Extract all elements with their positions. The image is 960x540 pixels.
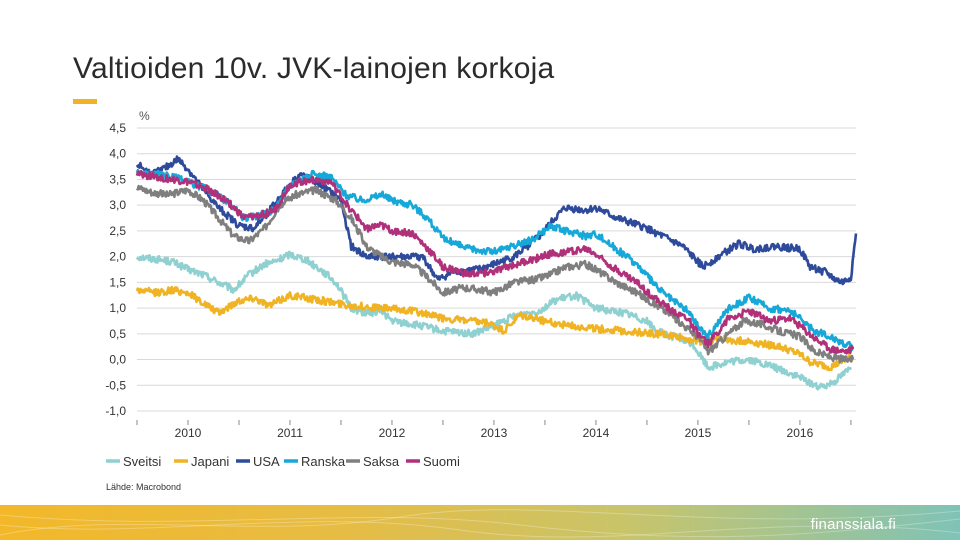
y-tick-label: 3,0 bbox=[109, 198, 126, 212]
legend-label: Japani bbox=[191, 454, 229, 469]
x-axis: 2010 2011 2012 2013 2014 2015 2016 bbox=[136, 420, 852, 440]
y-tick-label: 2,0 bbox=[109, 250, 126, 264]
y-tick-label: 3,5 bbox=[109, 172, 126, 186]
y-tick-label: 4,5 bbox=[109, 121, 126, 135]
x-tick-label: 2012 bbox=[379, 426, 406, 440]
y-axis: 4,5 4,0 3,5 3,0 2,5 2,0 1,5 1,0 0,5 0,0 -0,5 -1,0 bbox=[105, 121, 126, 418]
legend: Sveitsi Japani USA Ranska Saksa Suomi bbox=[106, 454, 460, 469]
y-tick-label: 0,5 bbox=[109, 327, 126, 341]
x-tick-label: 2010 bbox=[175, 426, 202, 440]
legend-label: USA bbox=[253, 454, 280, 469]
series-line-suomi bbox=[135, 170, 855, 355]
legend-label: Sveitsi bbox=[123, 454, 161, 469]
series-line-ranska bbox=[135, 168, 855, 352]
y-tick-label: 0,0 bbox=[109, 353, 126, 367]
series-line-saksa bbox=[135, 184, 855, 364]
y-axis-unit-label: % bbox=[139, 109, 150, 123]
x-tick-label: 2011 bbox=[277, 426, 303, 440]
series-line-japani bbox=[135, 285, 855, 372]
legend-label: Saksa bbox=[363, 454, 400, 469]
data-source: Lähde: Macrobond bbox=[106, 482, 182, 492]
x-tick-label: 2016 bbox=[787, 426, 814, 440]
series-lines bbox=[135, 155, 858, 391]
x-tick-label: 2015 bbox=[685, 426, 712, 440]
y-tick-label: 2,5 bbox=[109, 224, 126, 238]
y-tick-label: 4,0 bbox=[109, 147, 126, 161]
legend-label: Suomi bbox=[423, 454, 460, 469]
page-title: Valtioiden 10v. JVK-lainojen korkoja bbox=[73, 52, 555, 85]
y-tick-label: 1,0 bbox=[109, 301, 126, 315]
series-line-usa bbox=[135, 155, 858, 286]
legend-label: Ranska bbox=[301, 454, 346, 469]
x-tick-label: 2013 bbox=[481, 426, 508, 440]
brand-logo-text: finanssiala.fi bbox=[810, 516, 896, 533]
y-tick-label: 1,5 bbox=[109, 275, 126, 289]
y-tick-label: -0,5 bbox=[105, 378, 126, 392]
title-accent-bar bbox=[73, 99, 97, 104]
footer-band bbox=[0, 505, 960, 540]
x-tick-label: 2014 bbox=[583, 426, 610, 440]
y-tick-label: -1,0 bbox=[105, 404, 126, 418]
